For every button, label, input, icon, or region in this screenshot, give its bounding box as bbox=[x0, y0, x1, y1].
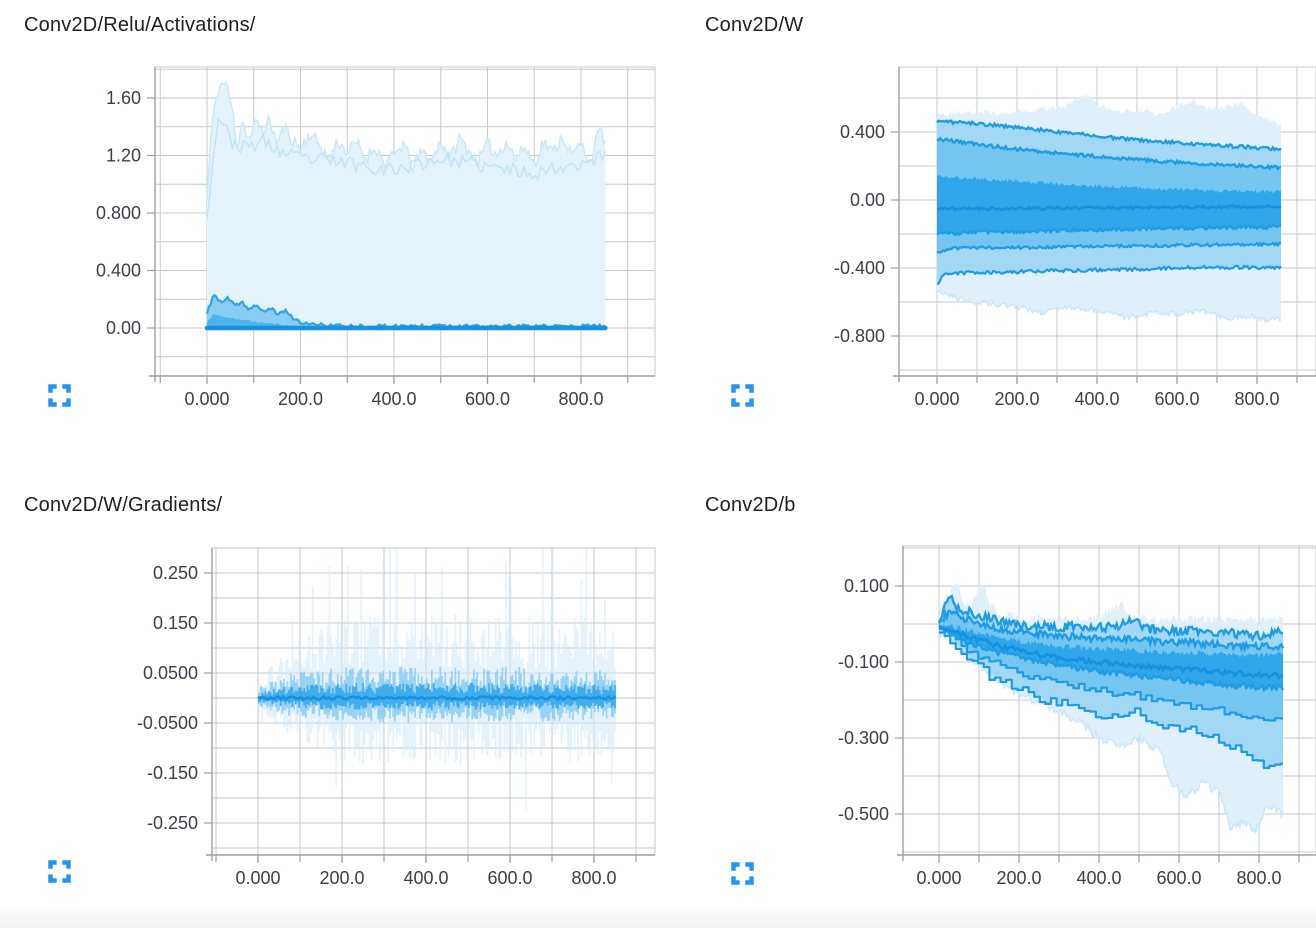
svg-text:-0.400: -0.400 bbox=[834, 258, 885, 278]
svg-text:1.20: 1.20 bbox=[106, 146, 141, 166]
chart-title: Conv2D/W/Gradients/ bbox=[24, 494, 223, 516]
svg-text:-0.0500: -0.0500 bbox=[137, 713, 198, 733]
svg-text:0.0500: 0.0500 bbox=[143, 663, 198, 683]
svg-text:600.0: 600.0 bbox=[1154, 389, 1199, 409]
svg-text:0.000: 0.000 bbox=[235, 868, 280, 888]
chart-panel-activations: Conv2D/Relu/Activations/ 0.000 200.0 400.0… bbox=[0, 0, 658, 464]
svg-text:0.00: 0.00 bbox=[850, 190, 885, 210]
chart-panel-w-gradients: Conv2D/W/Gradients/ 0.000 200.0 400.0 600.0… bbox=[0, 464, 658, 928]
svg-text:1.60: 1.60 bbox=[106, 88, 141, 108]
chart-panel-w: Conv2D/W 0.000 200.0 400.0 600.0 800.0 0.400 0… bbox=[658, 0, 1316, 464]
svg-text:-0.150: -0.150 bbox=[147, 763, 198, 783]
chart-title: Conv2D/Relu/Activations/ bbox=[24, 14, 256, 36]
expand-icon[interactable] bbox=[46, 858, 73, 885]
svg-text:0.400: 0.400 bbox=[840, 122, 885, 142]
distribution-plot-b[interactable]: 0.000 200.0 400.0 600.0 800.0 0.100 -0.100 -0.3… bbox=[658, 464, 1316, 928]
distribution-plot-w-gradients[interactable]: 0.000 200.0 400.0 600.0 800.0 0.250 0.150 0.050… bbox=[0, 464, 658, 928]
svg-text:200.0: 200.0 bbox=[278, 389, 323, 409]
svg-text:400.0: 400.0 bbox=[403, 868, 448, 888]
svg-text:400.0: 400.0 bbox=[1074, 389, 1119, 409]
svg-text:-0.500: -0.500 bbox=[838, 804, 889, 824]
svg-text:-0.100: -0.100 bbox=[838, 652, 889, 672]
svg-text:-0.800: -0.800 bbox=[834, 326, 885, 346]
svg-text:800.0: 800.0 bbox=[1234, 389, 1279, 409]
svg-text:0.00: 0.00 bbox=[106, 318, 141, 338]
svg-text:800.0: 800.0 bbox=[558, 389, 603, 409]
svg-text:400.0: 400.0 bbox=[1076, 868, 1121, 888]
svg-text:0.150: 0.150 bbox=[153, 613, 198, 633]
distribution-plot-activations[interactable]: 0.000 200.0 400.0 600.0 800.0 1.60 1.20 0.800 0.… bbox=[0, 0, 658, 464]
svg-text:200.0: 200.0 bbox=[319, 868, 364, 888]
svg-text:600.0: 600.0 bbox=[465, 389, 510, 409]
svg-text:600.0: 600.0 bbox=[1156, 868, 1201, 888]
expand-icon[interactable] bbox=[46, 382, 73, 409]
svg-text:800.0: 800.0 bbox=[571, 868, 616, 888]
expand-icon[interactable] bbox=[729, 382, 756, 409]
svg-text:-0.300: -0.300 bbox=[838, 728, 889, 748]
svg-text:800.0: 800.0 bbox=[1236, 868, 1281, 888]
page-bottom-strip bbox=[0, 907, 1316, 928]
chart-panel-b: Conv2D/b 0.000 200.0 400.0 600.0 800.0 0.100 -… bbox=[658, 464, 1316, 928]
svg-text:0.250: 0.250 bbox=[153, 563, 198, 583]
svg-text:0.000: 0.000 bbox=[184, 389, 229, 409]
svg-text:0.000: 0.000 bbox=[916, 868, 961, 888]
svg-text:0.400: 0.400 bbox=[96, 261, 141, 281]
svg-text:400.0: 400.0 bbox=[371, 389, 416, 409]
svg-text:0.800: 0.800 bbox=[96, 203, 141, 223]
chart-title: Conv2D/W bbox=[705, 14, 804, 36]
distribution-plot-w[interactable]: 0.000 200.0 400.0 600.0 800.0 0.400 0.00 -0.400… bbox=[658, 0, 1316, 464]
chart-title: Conv2D/b bbox=[705, 494, 796, 516]
svg-text:200.0: 200.0 bbox=[994, 389, 1039, 409]
svg-text:600.0: 600.0 bbox=[487, 868, 532, 888]
expand-icon[interactable] bbox=[729, 860, 756, 887]
svg-text:0.000: 0.000 bbox=[914, 389, 959, 409]
svg-text:200.0: 200.0 bbox=[996, 868, 1041, 888]
svg-text:-0.250: -0.250 bbox=[147, 813, 198, 833]
svg-text:0.100: 0.100 bbox=[844, 576, 889, 596]
